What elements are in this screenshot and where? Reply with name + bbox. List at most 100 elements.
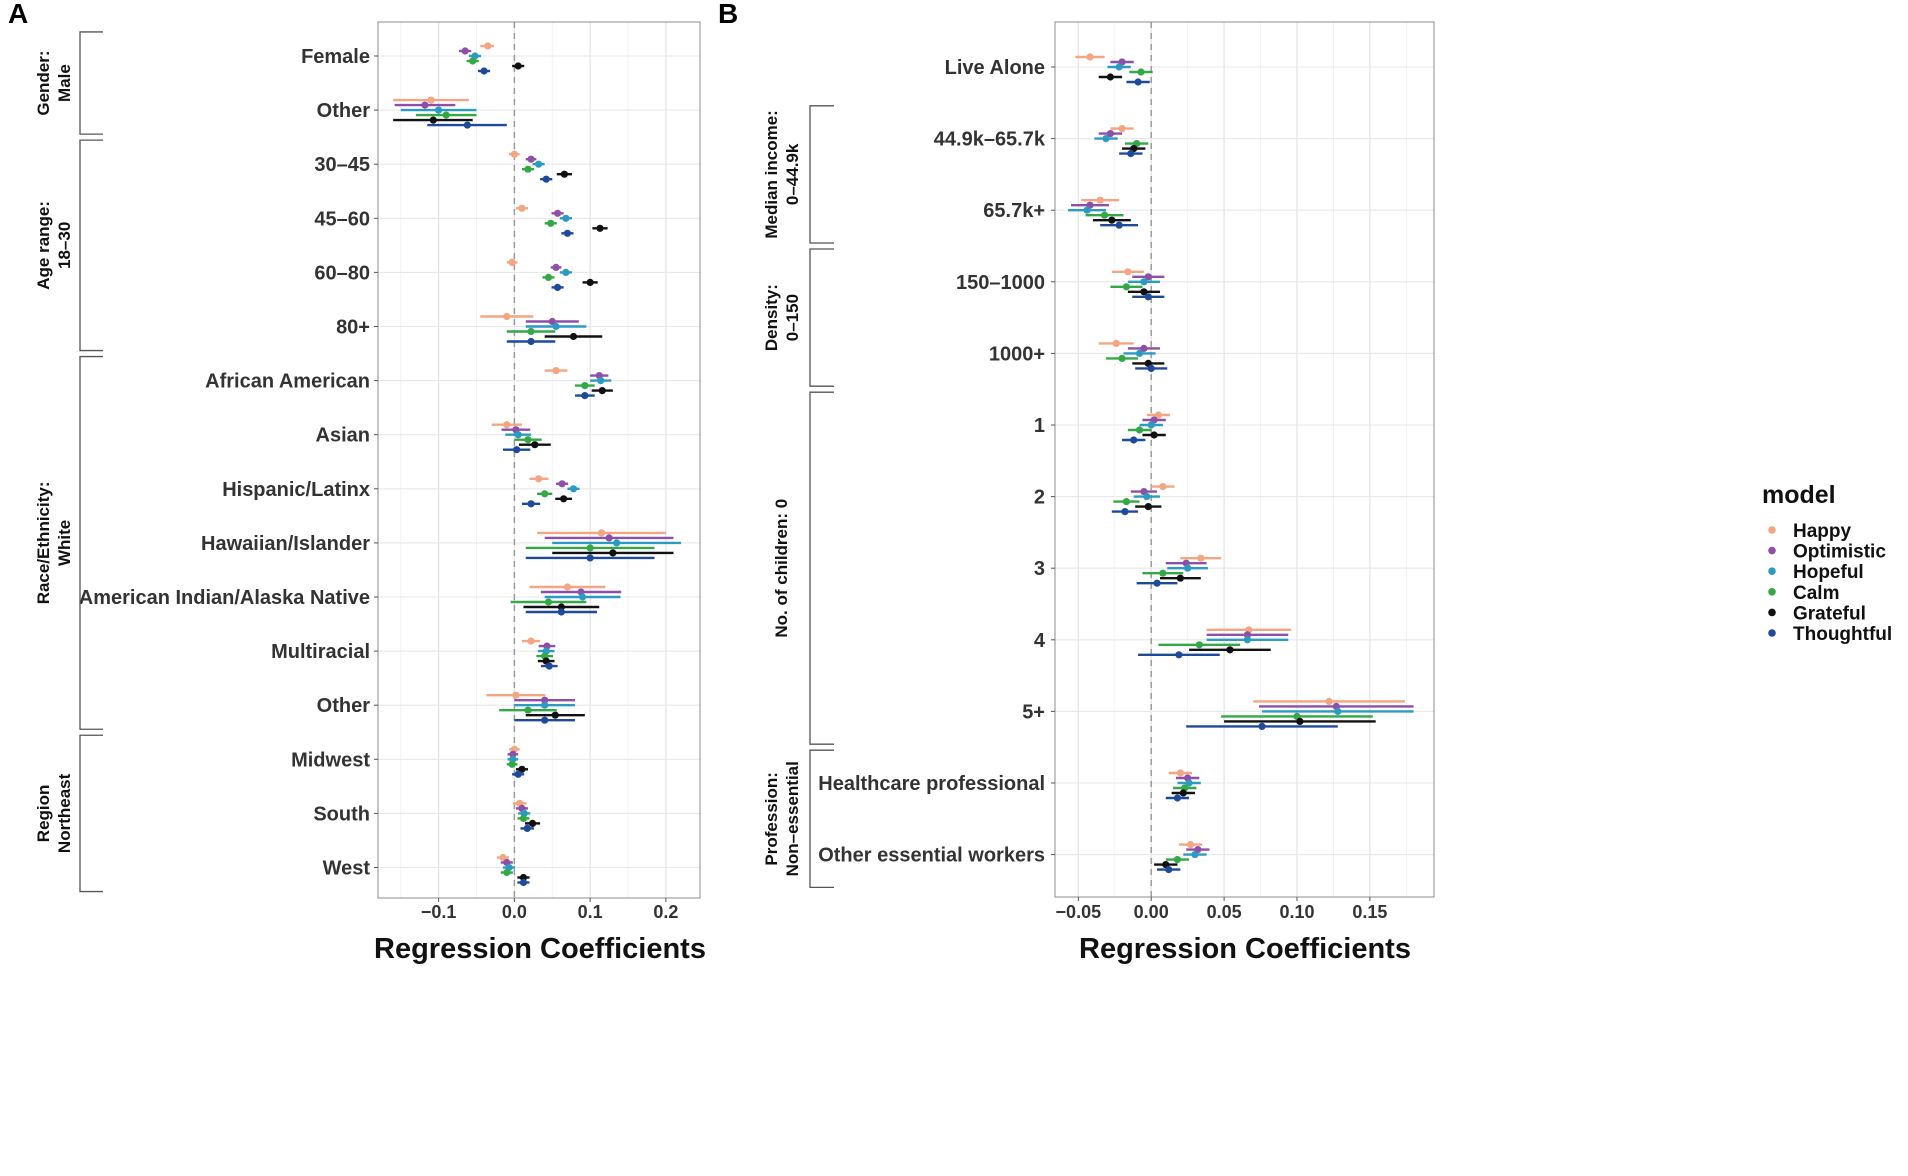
estimate-point	[503, 312, 511, 321]
estimate-point	[1184, 564, 1192, 572]
group-bracket	[79, 31, 103, 135]
estimate-point	[527, 327, 535, 336]
panel-letter: B	[718, 0, 738, 29]
estimate-point	[553, 209, 562, 217]
estimate-point	[509, 750, 517, 758]
estimate-point	[508, 258, 516, 266]
estimate-point	[1106, 130, 1114, 138]
estimate-point	[429, 116, 437, 124]
estimate-point	[1191, 851, 1199, 859]
group-label-line1: Density:	[762, 284, 781, 351]
category-label: 1000+	[989, 343, 1045, 365]
x-tick-label: 0.10	[1279, 902, 1314, 922]
estimate-point	[1325, 697, 1333, 706]
estimate-point	[560, 170, 568, 178]
estimate-point	[1135, 426, 1144, 434]
estimate-point	[581, 382, 589, 390]
category-label: Female	[301, 46, 370, 68]
group-bracket	[809, 391, 834, 745]
estimate-point	[557, 603, 565, 611]
group-bracket	[809, 749, 834, 889]
category-label: 3	[1034, 558, 1045, 580]
estimate-point	[421, 101, 429, 109]
group-label-line2: 18–30	[55, 222, 74, 269]
group-label-line2: Male	[55, 64, 74, 102]
estimate-point	[563, 583, 572, 591]
legend-label: Hopeful	[1793, 562, 1864, 583]
estimate-point	[552, 263, 560, 271]
estimate-point	[1147, 421, 1155, 429]
legend-title: model	[1762, 481, 1836, 509]
estimate-point	[1175, 651, 1183, 659]
legend-key	[1768, 567, 1776, 575]
estimate-point	[1121, 508, 1129, 516]
group-label-line2: Non–essential	[783, 761, 802, 876]
plot-border	[377, 21, 701, 899]
estimate-point	[519, 873, 528, 882]
series-optimistic	[1071, 58, 1414, 854]
legend-key	[1768, 588, 1776, 596]
category-label: 1	[1034, 415, 1045, 437]
estimate-point	[524, 436, 532, 444]
estimate-point	[569, 332, 578, 341]
estimate-point	[586, 544, 594, 552]
estimate-point	[435, 106, 443, 114]
estimate-point	[563, 229, 572, 237]
panel-b: B Live Alone 44.9k–65.7k 65.7k+ 150–1000 1000…	[718, 0, 1435, 965]
legend-key	[1768, 526, 1776, 534]
estimate-point	[1258, 722, 1266, 731]
x-tick-label: 0.2	[653, 902, 678, 922]
x-tick-label: 0.15	[1352, 902, 1387, 922]
estimate-point	[1130, 436, 1138, 444]
estimate-point	[541, 696, 549, 704]
category-label: West	[323, 858, 371, 880]
series-thoughtful	[1100, 78, 1338, 874]
estimate-point	[569, 485, 578, 493]
estimate-point	[1096, 196, 1104, 204]
estimate-point	[1159, 483, 1167, 491]
estimate-point	[523, 824, 531, 833]
estimate-point	[598, 387, 606, 395]
estimate-point	[1086, 53, 1094, 61]
estimate-point	[1186, 841, 1195, 849]
estimate-point	[524, 165, 532, 173]
estimate-point	[1115, 221, 1123, 229]
estimate-point	[1106, 73, 1114, 81]
estimate-point	[562, 268, 570, 276]
estimate-point	[480, 67, 488, 75]
estimate-point	[562, 214, 570, 222]
estimate-point	[469, 57, 477, 65]
legend-label: Grateful	[1793, 603, 1866, 624]
legend: model HappyOptimisticHopefulCalmGratefulT…	[1762, 481, 1892, 645]
estimate-point	[542, 175, 550, 183]
group-label-line1: Profession:	[762, 772, 781, 866]
category-label: 150–1000	[956, 272, 1045, 294]
series-thoughtful	[427, 67, 655, 887]
x-tick-label: 0.05	[1207, 902, 1242, 922]
legend-key	[1768, 608, 1776, 617]
estimate-point	[503, 421, 511, 429]
estimate-point	[510, 150, 518, 158]
estimate-point	[1173, 794, 1182, 802]
category-label: American Indian/Alaska Native	[79, 587, 370, 609]
estimate-point	[1135, 349, 1144, 357]
group-bracket	[809, 248, 834, 387]
group-label: Race/Ethnicity: White	[34, 481, 74, 604]
estimate-point	[499, 853, 507, 862]
estimate-point	[1140, 288, 1148, 296]
panel-a: A Female Other 30–45 45–60 60–80 80+ African Am…	[8, 0, 706, 965]
group-label: Region Northeast	[34, 773, 74, 853]
estimate-point	[605, 534, 613, 542]
estimate-point	[1165, 866, 1173, 874]
group-label-line2: Northeast	[55, 773, 74, 853]
category-label: 45–60	[314, 208, 370, 230]
estimate-point	[586, 278, 594, 286]
estimate-point	[1176, 574, 1184, 582]
estimate-point	[503, 868, 511, 877]
estimate-point	[519, 814, 528, 823]
estimate-point	[461, 47, 469, 55]
estimate-point	[508, 760, 516, 768]
estimate-point	[484, 42, 492, 50]
estimate-point	[524, 706, 532, 714]
